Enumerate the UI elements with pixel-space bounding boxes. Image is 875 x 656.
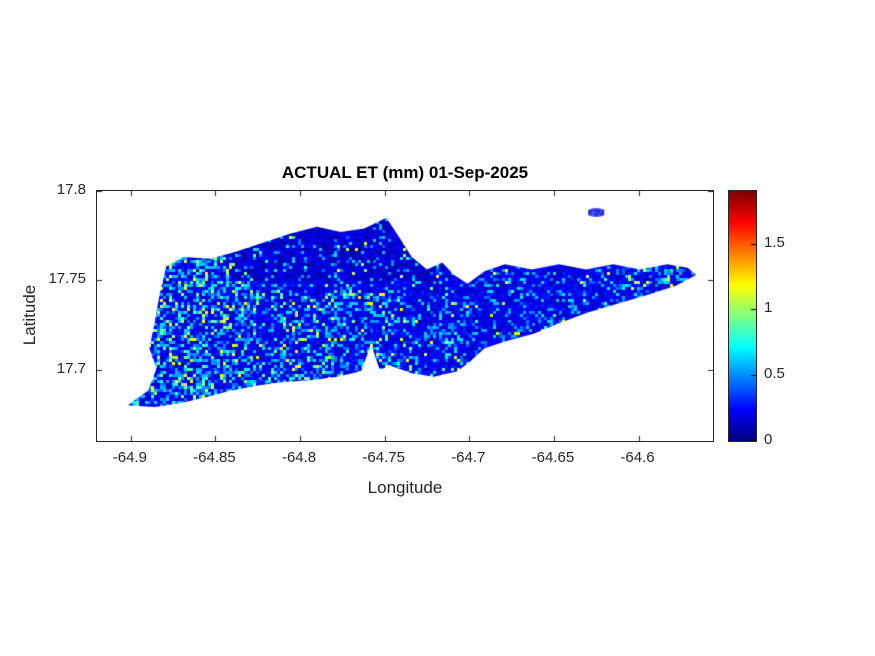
x-tick-label: -64.7 (451, 449, 486, 466)
x-tick-label: -64.6 (620, 449, 655, 466)
colorbar-tick-label: 0 (764, 431, 773, 448)
chart-title: ACTUAL ET (mm) 01-Sep-2025 (281, 163, 529, 182)
colorbar (728, 190, 757, 442)
y-tick-label: 17.75 (48, 270, 86, 288)
y-tick-label: 17.8 (56, 181, 86, 198)
colorbar-tick-label: 1.5 (764, 233, 785, 251)
x-tick-label: -64.85 (193, 449, 236, 466)
colorbar-tick-label: 0.5 (764, 365, 785, 383)
plot-axes (96, 190, 714, 442)
x-tick-label: -64.9 (112, 449, 147, 466)
x-tick-label: -64.75 (362, 449, 405, 466)
x-tick-label: -64.65 (531, 449, 575, 466)
x-axis-label: Longitude (367, 478, 443, 497)
heatmap-canvas (97, 191, 713, 441)
colorbar-gradient-canvas (729, 191, 756, 441)
colorbar-tick-label: 1 (764, 299, 773, 317)
x-tick-label: -64.8 (281, 449, 317, 466)
y-tick-label: 17.7 (56, 359, 86, 377)
